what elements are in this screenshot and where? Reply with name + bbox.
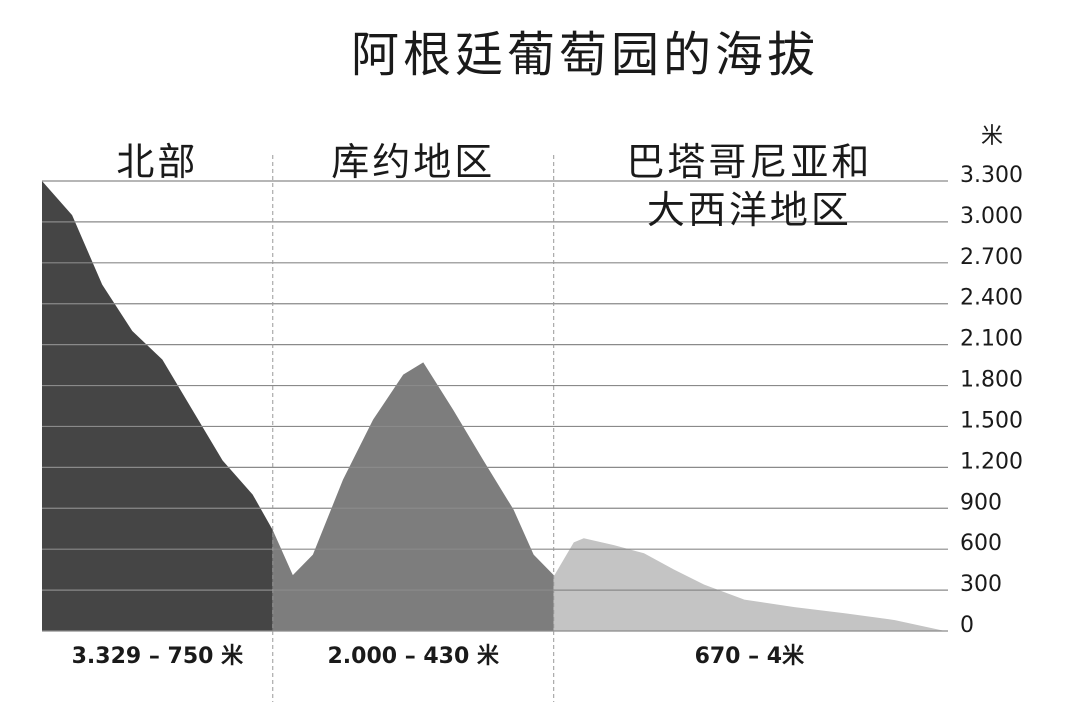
range-label: 2.000 – 430 米	[327, 644, 499, 669]
y-tick-label: 3.000	[960, 204, 1023, 229]
chart-title: 阿根廷葡萄园的海拔	[351, 27, 819, 83]
y-tick-label: 900	[960, 490, 1002, 515]
region-header: 巴塔哥尼亚和大西洋地区	[626, 140, 873, 232]
y-tick-label: 300	[960, 572, 1002, 597]
y-tick-label: 600	[960, 531, 1002, 556]
range-label: 670 – 4米	[695, 644, 806, 669]
y-tick-label: 1.200	[960, 449, 1023, 474]
y-axis-unit: 米	[981, 124, 1003, 149]
y-tick-label: 2.700	[960, 245, 1023, 270]
y-tick-label: 3.300	[960, 163, 1023, 188]
y-tick-label: 2.400	[960, 286, 1023, 311]
y-tick-label: 2.100	[960, 327, 1023, 352]
y-tick-label: 1.800	[960, 368, 1023, 393]
area	[42, 181, 273, 631]
y-tick-label: 1.500	[960, 408, 1023, 433]
region-header: 北部	[116, 140, 199, 184]
area	[272, 362, 554, 631]
region-header: 库约地区	[331, 140, 496, 184]
range-label: 3.329 – 750 米	[72, 644, 244, 669]
area	[553, 538, 945, 631]
y-tick-label: 0	[960, 613, 974, 638]
